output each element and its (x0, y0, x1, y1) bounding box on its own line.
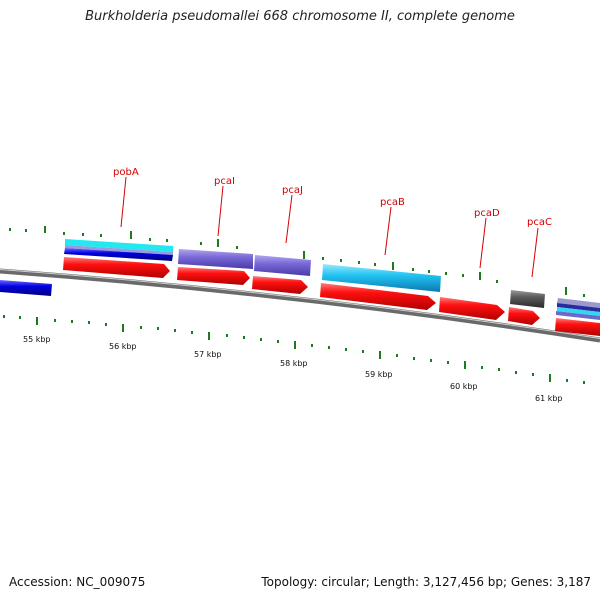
gene-label-pobA[interactable]: pobA (113, 167, 139, 178)
gene-leader-lines (120, 176, 539, 278)
gene-label-pcaC[interactable]: pcaC (527, 217, 552, 228)
feature-stack-pcaD[interactable] (439, 297, 505, 320)
gene-label-pcaI[interactable]: pcaI (214, 176, 235, 187)
map-title: Burkholderia pseudomallei 668 chromosome… (85, 9, 515, 24)
gene-label-pcaB[interactable]: pcaB (380, 197, 405, 208)
outer-tick-row (9, 226, 585, 297)
backbone-arc (0, 268, 600, 343)
feature-stack-pcaB[interactable] (320, 264, 441, 310)
kbp-label: 61 kbp (535, 394, 563, 403)
feature-stack-pcaI[interactable] (177, 249, 253, 285)
kbp-label-group: 55 kbp 56 kbp 57 kbp 58 kbp 59 kbp 60 kb… (23, 335, 563, 403)
gene-label-group: pobA pcaI pcaJ pcaB pcaD pcaC (113, 167, 552, 228)
kbp-label: 60 kbp (450, 382, 478, 391)
feature-blue-left[interactable] (0, 280, 52, 296)
feature-stack-pcaJ[interactable] (252, 255, 311, 294)
feature-stack-right-edge[interactable] (555, 298, 600, 336)
accession-text: Accession: NC_009075 (9, 575, 146, 589)
gene-label-pcaJ[interactable]: pcaJ (282, 185, 303, 196)
kbp-label: 57 kbp (194, 350, 222, 359)
kbp-label: 56 kbp (109, 342, 137, 351)
kbp-label: 55 kbp (23, 335, 51, 344)
kbp-label: 58 kbp (280, 359, 308, 368)
gene-label-pcaD[interactable]: pcaD (474, 208, 500, 219)
inner-tick-row (3, 315, 585, 384)
feature-stack-pcaC[interactable] (508, 290, 545, 325)
kbp-label: 59 kbp (365, 370, 393, 379)
backbone-highlight (0, 269, 600, 339)
feature-stack-pobA[interactable] (63, 239, 173, 278)
genome-summary-text: Topology: circular; Length: 3,127,456 bp… (261, 575, 591, 589)
